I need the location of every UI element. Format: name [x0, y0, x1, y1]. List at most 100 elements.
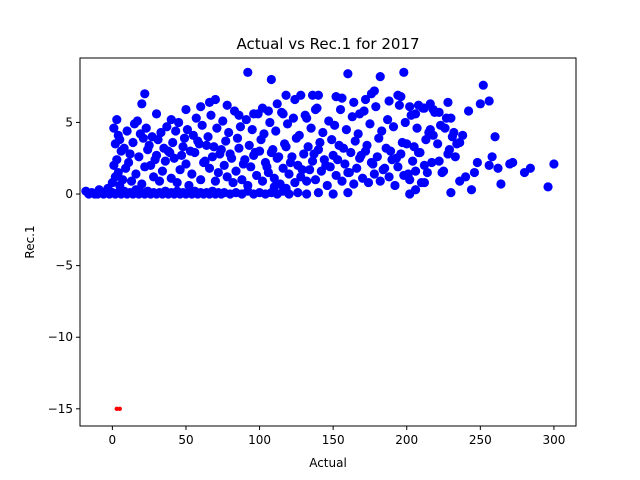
data-point: [313, 90, 324, 100]
data-point: [383, 114, 393, 125]
data-point: [234, 110, 244, 120]
data-point: [381, 143, 391, 153]
data-point: [296, 90, 306, 100]
data-point: [349, 179, 359, 189]
data-point: [434, 107, 444, 118]
data-point: [132, 116, 142, 126]
data-point: [271, 126, 281, 136]
data-point: [390, 180, 400, 191]
data-point: [118, 175, 128, 185]
data-point: [369, 169, 379, 179]
data-point: [204, 163, 215, 173]
data-point: [219, 160, 229, 170]
data-point: [119, 143, 129, 153]
data-point: [375, 176, 385, 186]
data-point: [478, 80, 488, 90]
data-point: [303, 142, 313, 152]
data-point: [427, 157, 437, 168]
data-point: [224, 127, 234, 138]
data-point: [343, 188, 353, 198]
data-point: [337, 93, 347, 103]
data-point: [254, 146, 265, 156]
data-point: [228, 177, 238, 188]
data-point: [484, 96, 494, 106]
data-point: [141, 123, 151, 133]
data-point: [493, 163, 503, 173]
data-point: [396, 149, 406, 159]
data-point: [449, 127, 459, 138]
data-point: [310, 104, 321, 115]
data-point: [355, 153, 365, 163]
data-point: [259, 129, 269, 139]
data-point: [153, 135, 163, 145]
data-point: [355, 109, 365, 119]
x-tick-label: 50: [178, 433, 193, 447]
data-point: [466, 185, 477, 195]
data-point: [123, 157, 134, 168]
data-point: [175, 165, 185, 175]
x-tick-label: 200: [395, 433, 418, 447]
data-point: [446, 188, 456, 198]
data-point: [408, 156, 418, 166]
data-point: [484, 160, 494, 170]
data-point: [313, 188, 324, 198]
data-point: [194, 139, 204, 149]
data-point: [475, 99, 485, 109]
data-point: [315, 137, 325, 148]
chart-title: Actual vs Rec.1 for 2017: [236, 35, 419, 53]
data-point: [168, 137, 178, 148]
data-point: [287, 152, 297, 162]
data-point: [525, 163, 535, 173]
data-point: [387, 155, 397, 165]
data-point: [140, 89, 150, 99]
data-point: [197, 120, 207, 130]
data-point: [209, 142, 219, 152]
y-tick-label: 0: [65, 187, 73, 201]
data-point: [281, 142, 291, 152]
data-point: [302, 189, 312, 199]
data-point: [452, 139, 462, 149]
data-point: [263, 167, 273, 178]
data-point: [174, 117, 184, 128]
data-point: [440, 123, 450, 133]
data-point: [275, 179, 285, 189]
data-point: [410, 109, 421, 119]
data-point: [94, 185, 104, 195]
data-point: [112, 114, 122, 125]
data-point: [247, 125, 257, 135]
data-point: [191, 113, 201, 123]
data-point: [181, 104, 191, 115]
data-point: [269, 173, 279, 183]
data-point: [281, 90, 291, 100]
data-point: [234, 143, 244, 153]
data-point: [549, 159, 559, 169]
data-point: [206, 110, 216, 120]
data-point: [272, 153, 282, 163]
data-point: [334, 140, 344, 150]
data-point: [458, 130, 468, 140]
data-point: [360, 146, 371, 156]
data-point: [372, 152, 382, 162]
x-axis-label: Actual: [309, 456, 347, 470]
data-point: [278, 163, 288, 173]
data-point: [265, 117, 275, 128]
data-point: [225, 149, 235, 159]
data-point: [182, 125, 193, 135]
axes-frame: [79, 57, 577, 427]
y-tick-label: −10: [48, 330, 73, 344]
data-point: [437, 167, 447, 178]
data-point: [210, 176, 221, 186]
data-point: [241, 114, 251, 125]
data-point: [349, 97, 359, 107]
data-point: [144, 140, 154, 150]
data-point: [137, 179, 147, 189]
data-point: [413, 147, 424, 158]
data-point: [433, 139, 443, 149]
data-point: [278, 109, 288, 119]
data-point: [374, 133, 384, 143]
data-point: [340, 159, 350, 169]
data-point: [378, 165, 388, 175]
data-point: [405, 175, 415, 185]
data-point: [302, 176, 312, 186]
x-tick-label: 150: [322, 433, 345, 447]
